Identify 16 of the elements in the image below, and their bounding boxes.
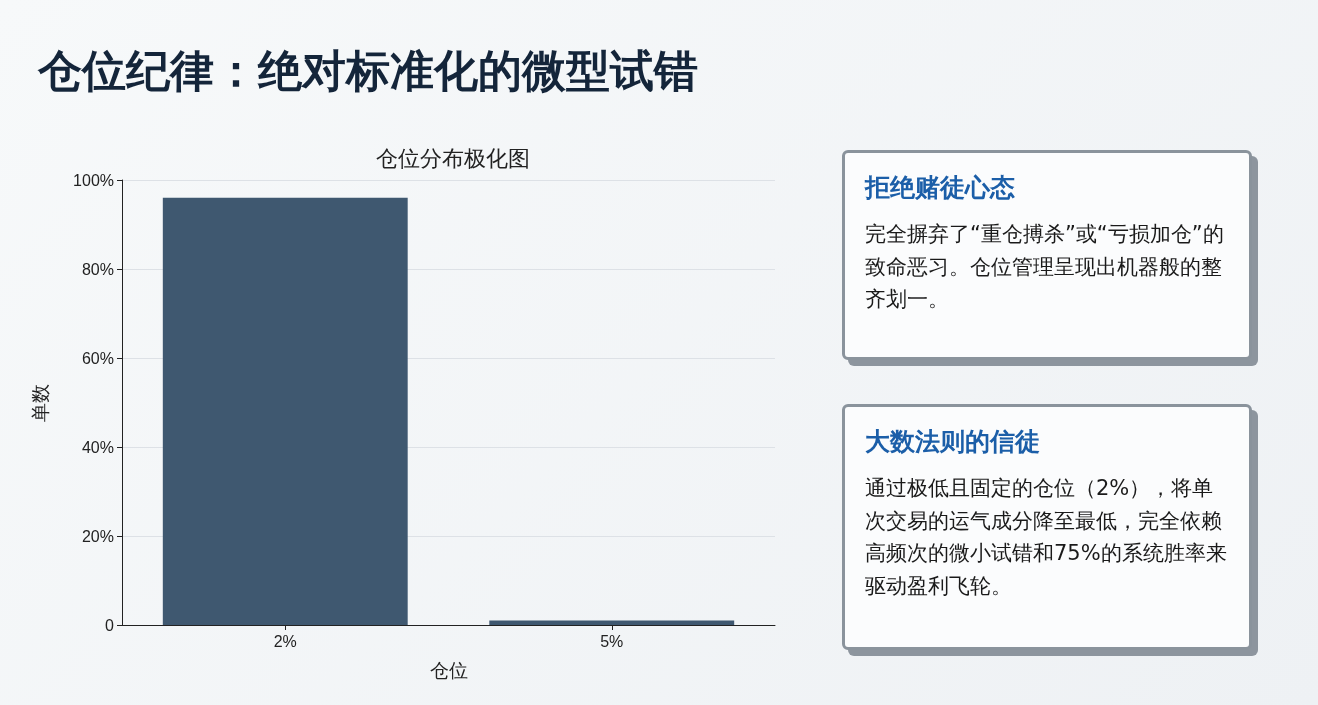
text: 完全摒弃了“重仓搏杀”或“亏损加仓”的致命恶习。仓位管理呈现出机器般的整齐划一。 (865, 221, 1225, 314)
text: 通过极低且固定的仓位（2%），将单次交易的运气成分降至最低，完全依赖高频次的微小试错和75%的系统胜率来驱动盈利飞轮。 (865, 475, 1228, 600)
text: 大数法则的信徒 (865, 426, 1041, 458)
x-tick-label: 5% (600, 632, 624, 650)
y-tick-label: 0 (105, 616, 115, 634)
y-tick-label: 40% (81, 438, 114, 456)
y-tick-label: 100% (73, 171, 114, 189)
y-tick-label: 80% (81, 260, 114, 278)
chart-subtitle: 仓位分布极化图 (376, 145, 530, 171)
y-tick-label: 20% (81, 527, 114, 545)
x-axis-title: 仓位 (429, 660, 468, 681)
y-axis-title: 单数 (30, 383, 51, 422)
text: 拒绝赌徒心态 (865, 172, 1016, 204)
chart-title: 仓位纪律：绝对标准化的微型试错 (38, 44, 698, 98)
x-tick-label: 2% (273, 632, 297, 650)
y-tick-label: 60% (81, 349, 114, 367)
